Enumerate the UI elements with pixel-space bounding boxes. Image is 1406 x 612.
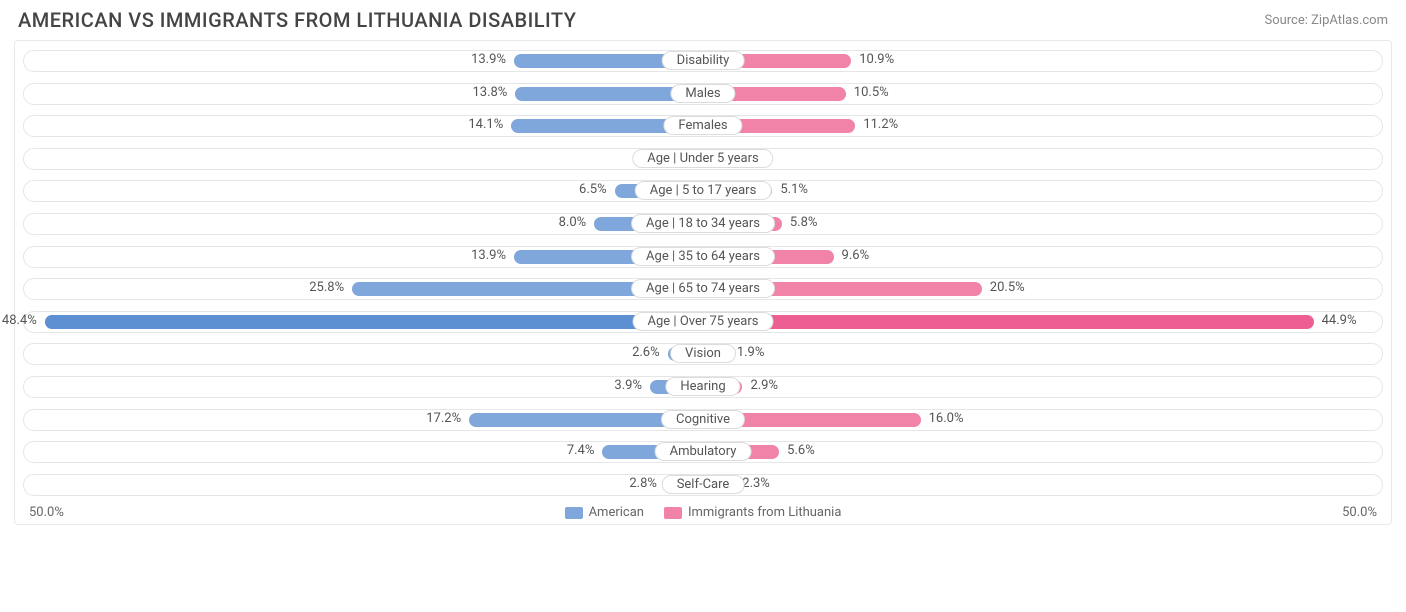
value-american: 3.9% [614, 378, 642, 393]
value-lithuania: 16.0% [929, 411, 964, 426]
chart-source: Source: ZipAtlas.com [1264, 13, 1388, 28]
value-lithuania: 5.6% [787, 443, 815, 458]
row-category-label: Age | 5 to 17 years [635, 181, 772, 200]
value-american: 13.9% [471, 248, 506, 263]
left-axis-max: 50.0% [29, 505, 64, 520]
row-category-label: Age | Under 5 years [632, 149, 773, 168]
row-category-label: Age | 18 to 34 years [631, 214, 775, 233]
chart-area: 13.9% 10.9% Disability 13.8% 10.5% Males 14.1%… [14, 40, 1392, 525]
chart-row: 3.9% 2.9% Hearing [23, 373, 1383, 402]
value-lithuania: 20.5% [990, 280, 1025, 295]
legend-item-lithuania: Immigrants from Lithuania [664, 505, 841, 520]
legend-label-lithuania: Immigrants from Lithuania [688, 505, 841, 520]
row-category-label: Vision [670, 344, 736, 363]
chart-row: 2.8% 2.3%Self-Care [23, 471, 1383, 500]
value-american: 14.1% [468, 117, 503, 132]
bar-lithuania [703, 315, 1314, 329]
chart-row: 7.4% 5.6% Ambulatory [23, 438, 1383, 467]
chart-footer: 50.0% American Immigrants from Lithuania… [23, 503, 1383, 520]
chart-row: 2.6% 1.9%Vision [23, 340, 1383, 369]
value-american: 13.8% [472, 85, 507, 100]
legend-label-american: American [589, 505, 644, 520]
value-american: 2.6% [632, 345, 660, 360]
legend-swatch-american [565, 507, 583, 519]
row-category-label: Cognitive [661, 410, 745, 429]
row-category-label: Hearing [665, 377, 740, 396]
value-american: 6.5% [579, 182, 607, 197]
value-lithuania: 9.6% [842, 248, 870, 263]
row-category-label: Self-Care [662, 475, 745, 494]
chart-row: 17.2% 16.0% Cognitive [23, 406, 1383, 435]
value-american: 13.9% [471, 52, 506, 67]
chart-row: 13.8% 10.5% Males [23, 80, 1383, 109]
chart-row: 14.1% 11.2% Females [23, 112, 1383, 141]
value-american: 8.0% [559, 215, 587, 230]
chart-row: 1.9%1.3%Age | Under 5 years [23, 145, 1383, 174]
value-lithuania: 5.8% [790, 215, 818, 230]
value-american: 2.8% [629, 476, 657, 491]
value-american: 7.4% [567, 443, 595, 458]
value-american: 48.4% [2, 313, 37, 328]
value-american: 25.8% [309, 280, 344, 295]
value-lithuania: 10.5% [854, 85, 889, 100]
row-category-label: Males [670, 84, 735, 103]
chart-row: 13.9% 9.6% Age | 35 to 64 years [23, 243, 1383, 272]
row-category-label: Females [663, 116, 742, 135]
value-lithuania: 10.9% [859, 52, 894, 67]
rows-container: 13.9% 10.9% Disability 13.8% 10.5% Males 14.1%… [23, 47, 1383, 499]
value-lithuania: 1.9% [737, 345, 765, 360]
chart-row: 8.0% 5.8% Age | 18 to 34 years [23, 210, 1383, 239]
value-lithuania: 5.1% [780, 182, 808, 197]
chart-row: 48.4%44.9%Age | Over 75 years [23, 308, 1383, 337]
legend-item-american: American [565, 505, 644, 520]
legend: American Immigrants from Lithuania [565, 505, 842, 520]
chart-title: AMERICAN VS IMMIGRANTS FROM LITHUANIA DI… [18, 8, 577, 32]
row-category-label: Age | 65 to 74 years [631, 279, 775, 298]
row-category-label: Age | 35 to 64 years [631, 247, 775, 266]
right-axis-max: 50.0% [1342, 505, 1377, 520]
value-american: 17.2% [426, 411, 461, 426]
row-category-label: Disability [662, 51, 745, 70]
chart-header: AMERICAN VS IMMIGRANTS FROM LITHUANIA DI… [0, 0, 1406, 36]
value-lithuania: 11.2% [863, 117, 898, 132]
row-category-label: Ambulatory [655, 442, 752, 461]
chart-row: 25.8% 20.5% Age | 65 to 74 years [23, 275, 1383, 304]
value-lithuania: 44.9% [1322, 313, 1357, 328]
chart-row: 6.5% 5.1% Age | 5 to 17 years [23, 177, 1383, 206]
row-category-label: Age | Over 75 years [633, 312, 774, 331]
legend-swatch-lithuania [664, 507, 682, 519]
chart-row: 13.9% 10.9% Disability [23, 47, 1383, 76]
bar-american [45, 315, 703, 329]
value-lithuania: 2.9% [750, 378, 778, 393]
value-lithuania: 2.3% [742, 476, 770, 491]
